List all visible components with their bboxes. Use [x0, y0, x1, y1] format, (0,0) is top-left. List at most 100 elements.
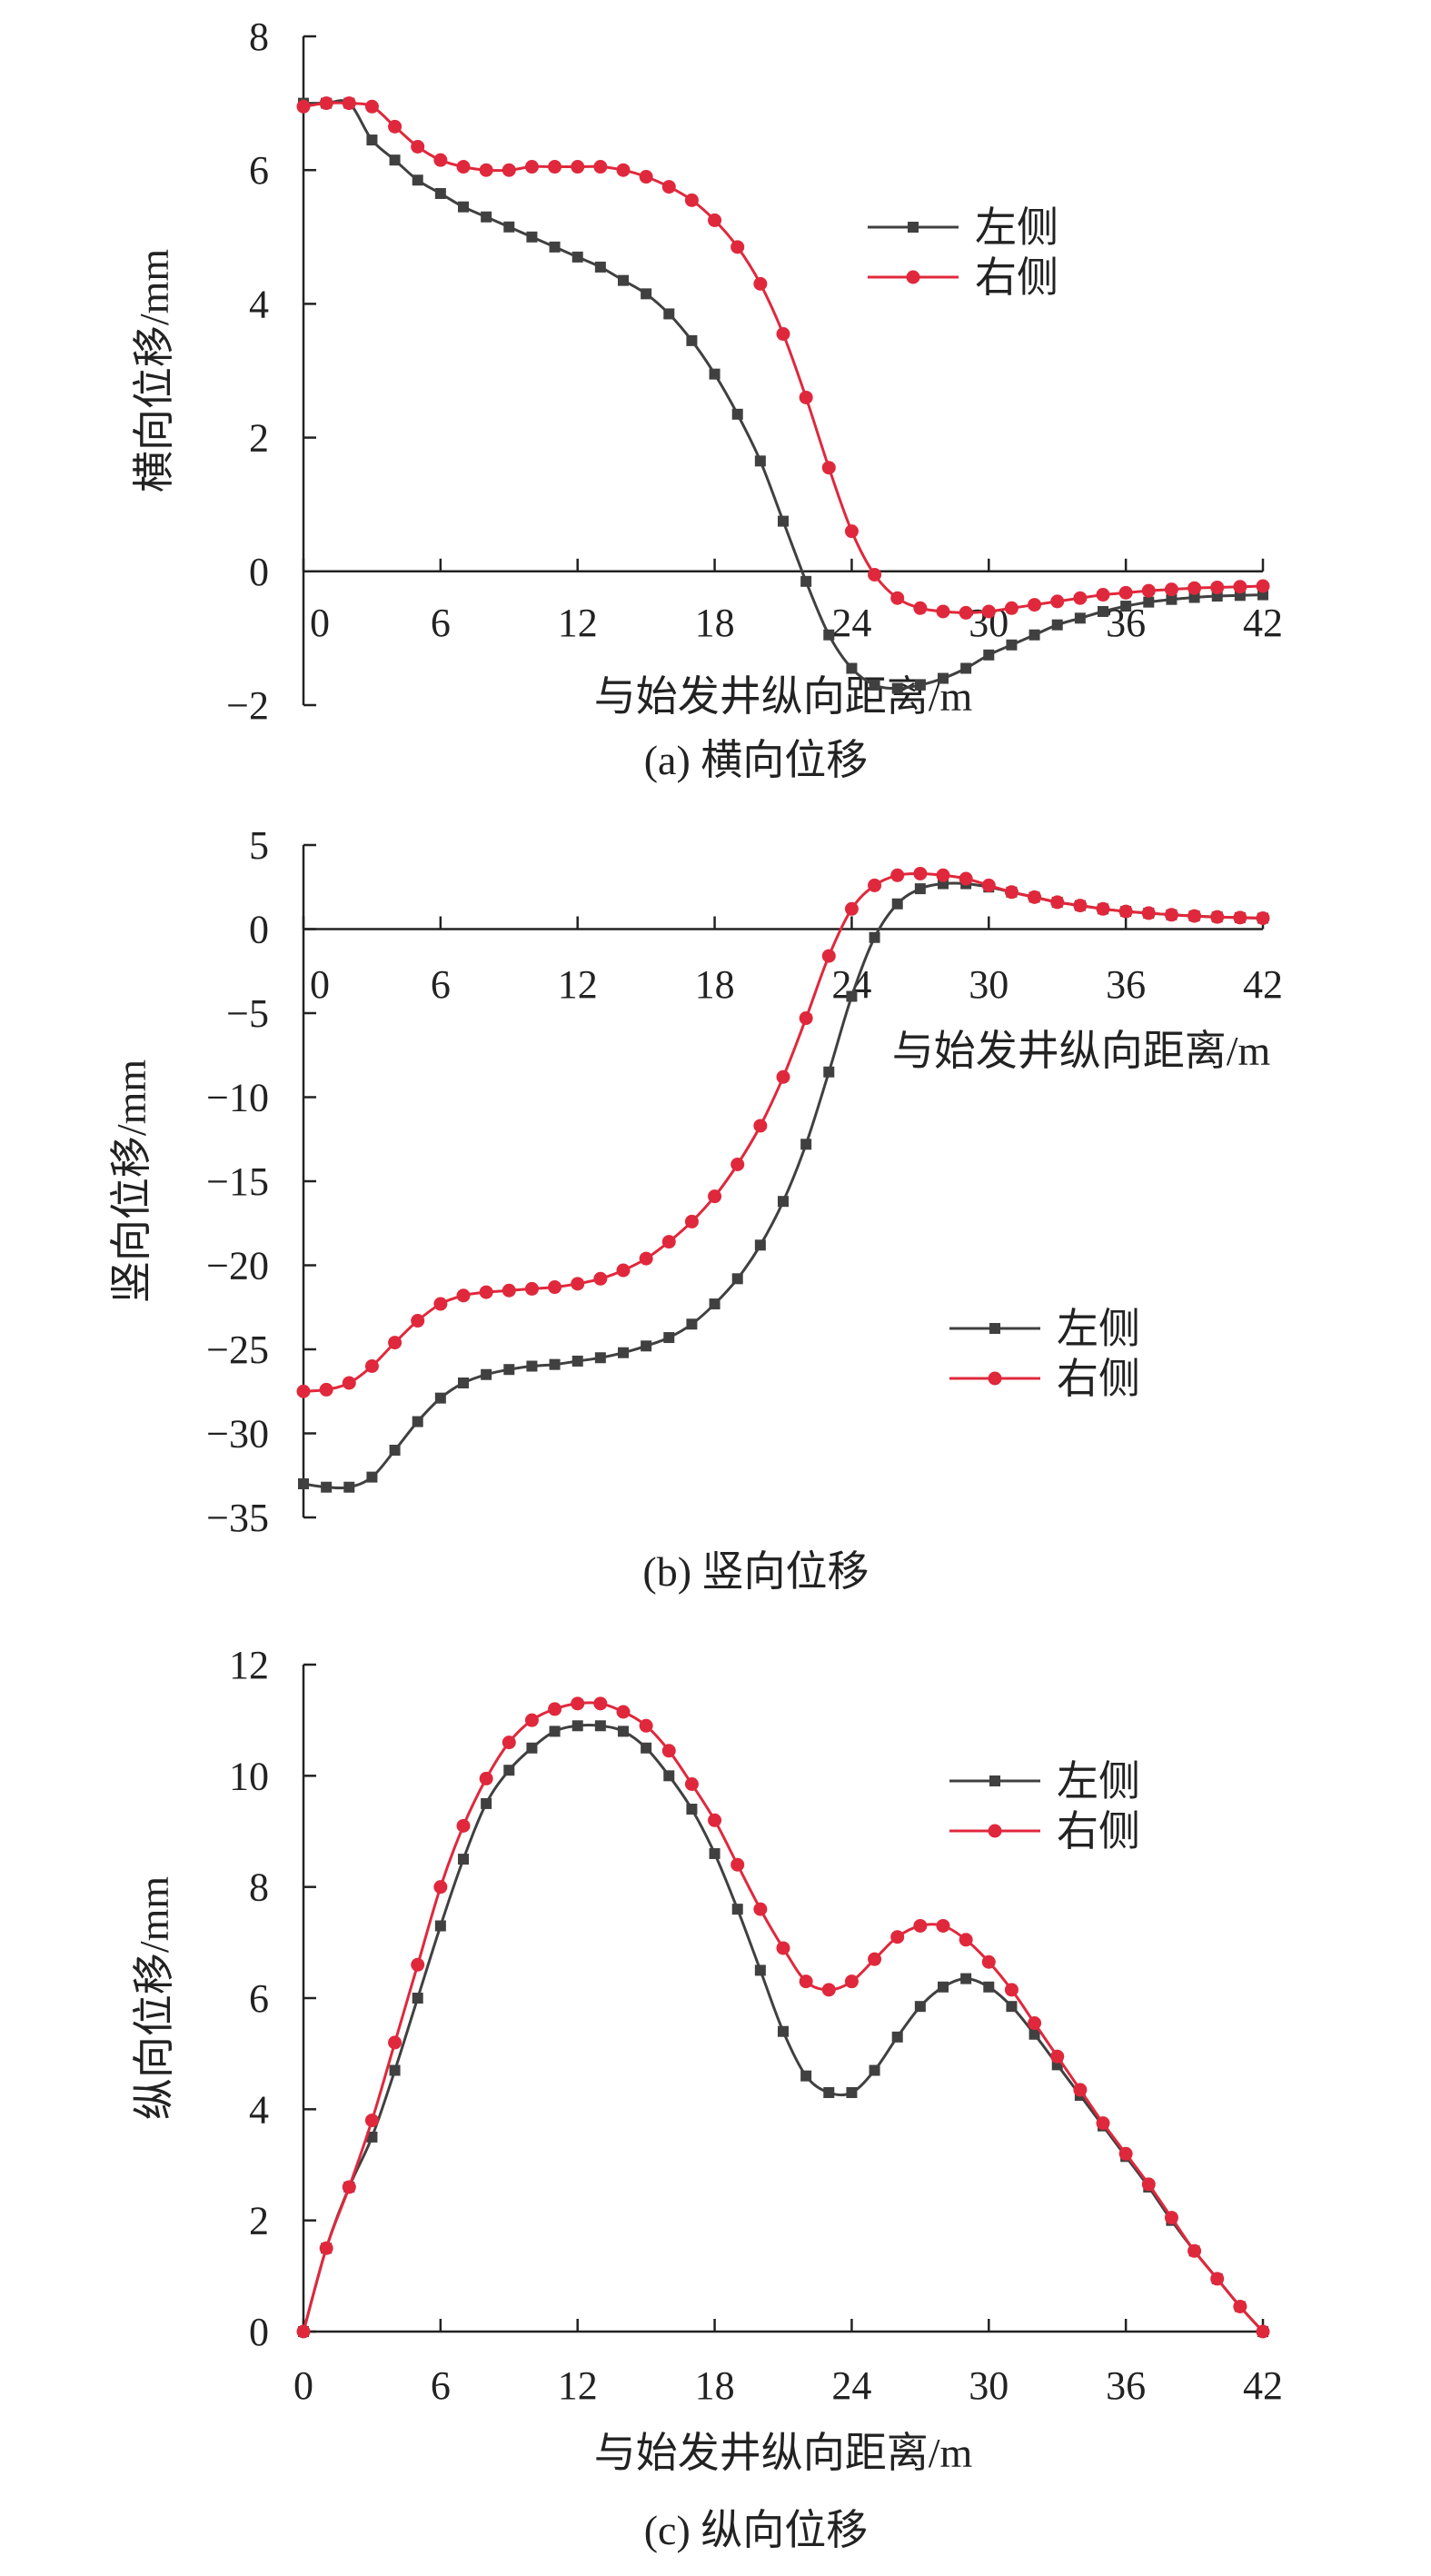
data-point	[1028, 598, 1042, 612]
data-point	[1166, 593, 1178, 605]
y-axis-label: 横向位移/mm	[131, 249, 177, 493]
data-point	[503, 221, 515, 233]
chart-caption: (c) 纵向位移	[644, 2507, 869, 2553]
data-point	[412, 174, 423, 186]
y-tick-label: 0	[249, 550, 269, 594]
data-point	[1188, 2243, 1202, 2258]
x-tick-label: 42	[1243, 601, 1283, 645]
data-point	[938, 672, 949, 684]
data-point	[548, 160, 562, 174]
series-left	[298, 97, 1268, 694]
data-point	[869, 679, 880, 691]
data-point	[342, 1376, 356, 1390]
data-point	[298, 1478, 309, 1489]
data-point	[458, 1378, 469, 1388]
chart-caption: (b) 竖向位移	[642, 1548, 869, 1595]
data-point	[1028, 2016, 1042, 2031]
data-point	[776, 1069, 790, 1084]
data-point	[981, 878, 996, 892]
data-point	[709, 1298, 720, 1310]
x-tick-label: 36	[1106, 2363, 1146, 2408]
data-point	[753, 1119, 768, 1133]
data-point	[936, 604, 950, 619]
data-point	[594, 261, 606, 273]
data-point	[731, 408, 743, 420]
data-point	[366, 134, 378, 146]
data-point	[983, 649, 995, 661]
data-point	[342, 96, 356, 111]
data-point	[1118, 2146, 1133, 2161]
y-tick-label: 4	[249, 2087, 269, 2132]
data-point	[526, 1742, 538, 1754]
data-point	[754, 1964, 766, 1976]
x-tick-label: 0	[293, 2363, 313, 2408]
data-point	[433, 1297, 448, 1311]
x-tick-label: 42	[1243, 2363, 1283, 2408]
data-point	[823, 2086, 835, 2098]
data-point	[890, 591, 905, 605]
y-tick-label: −30	[206, 1412, 269, 1457]
data-point	[618, 1347, 629, 1358]
data-point	[319, 1382, 333, 1397]
legend-marker	[989, 1323, 1000, 1334]
data-point	[1120, 601, 1132, 612]
data-point	[641, 1340, 652, 1352]
legend-label: 右侧	[975, 254, 1058, 301]
data-point	[959, 605, 973, 620]
data-point	[821, 461, 836, 475]
data-point	[389, 1445, 401, 1456]
x-axis-label: 与始发井纵向距离/m	[594, 673, 973, 720]
data-point	[800, 575, 812, 587]
data-point	[526, 231, 538, 243]
data-point	[1141, 906, 1156, 920]
data-point	[389, 2064, 401, 2076]
data-point	[1188, 909, 1202, 923]
data-point	[1164, 2211, 1178, 2225]
data-point	[709, 1847, 720, 1859]
data-point	[1004, 1983, 1019, 1997]
y-tick-label: 4	[249, 282, 269, 326]
y-tick-label: −20	[206, 1244, 269, 1288]
data-point	[1029, 629, 1040, 641]
data-point	[548, 1280, 562, 1295]
data-point	[1029, 2028, 1040, 2040]
data-point	[1051, 619, 1063, 631]
data-point	[364, 1359, 379, 1373]
data-point	[890, 1930, 905, 1944]
data-point	[549, 1358, 561, 1370]
x-tick-label: 6	[431, 601, 451, 645]
data-point	[936, 868, 950, 882]
y-tick-label: −10	[206, 1076, 269, 1120]
data-point	[1210, 2272, 1225, 2286]
data-point	[1073, 2083, 1088, 2097]
data-point	[1188, 581, 1202, 595]
data-point	[708, 213, 722, 227]
x-tick-label: 30	[969, 2363, 1009, 2408]
legend-marker	[988, 1824, 1002, 1838]
data-point	[684, 193, 699, 207]
data-point	[549, 241, 561, 253]
data-point	[776, 1941, 790, 1955]
data-point	[821, 1983, 836, 1997]
data-point	[823, 629, 835, 641]
data-point	[1073, 591, 1088, 605]
x-tick-label: 12	[558, 601, 598, 645]
data-point	[913, 1918, 928, 1933]
x-tick-label: 24	[831, 2363, 871, 2408]
y-tick-label: −25	[206, 1328, 269, 1372]
data-point	[891, 682, 903, 694]
y-tick-label: 0	[249, 908, 269, 952]
data-point	[364, 2114, 379, 2128]
data-point	[753, 1902, 768, 1916]
data-point	[618, 274, 629, 286]
y-tick-label: 12	[229, 1643, 269, 1687]
data-point	[1050, 895, 1065, 910]
data-point	[412, 1416, 423, 1427]
data-point	[616, 1263, 631, 1278]
data-point	[503, 1765, 515, 1776]
data-point	[1233, 2299, 1247, 2313]
